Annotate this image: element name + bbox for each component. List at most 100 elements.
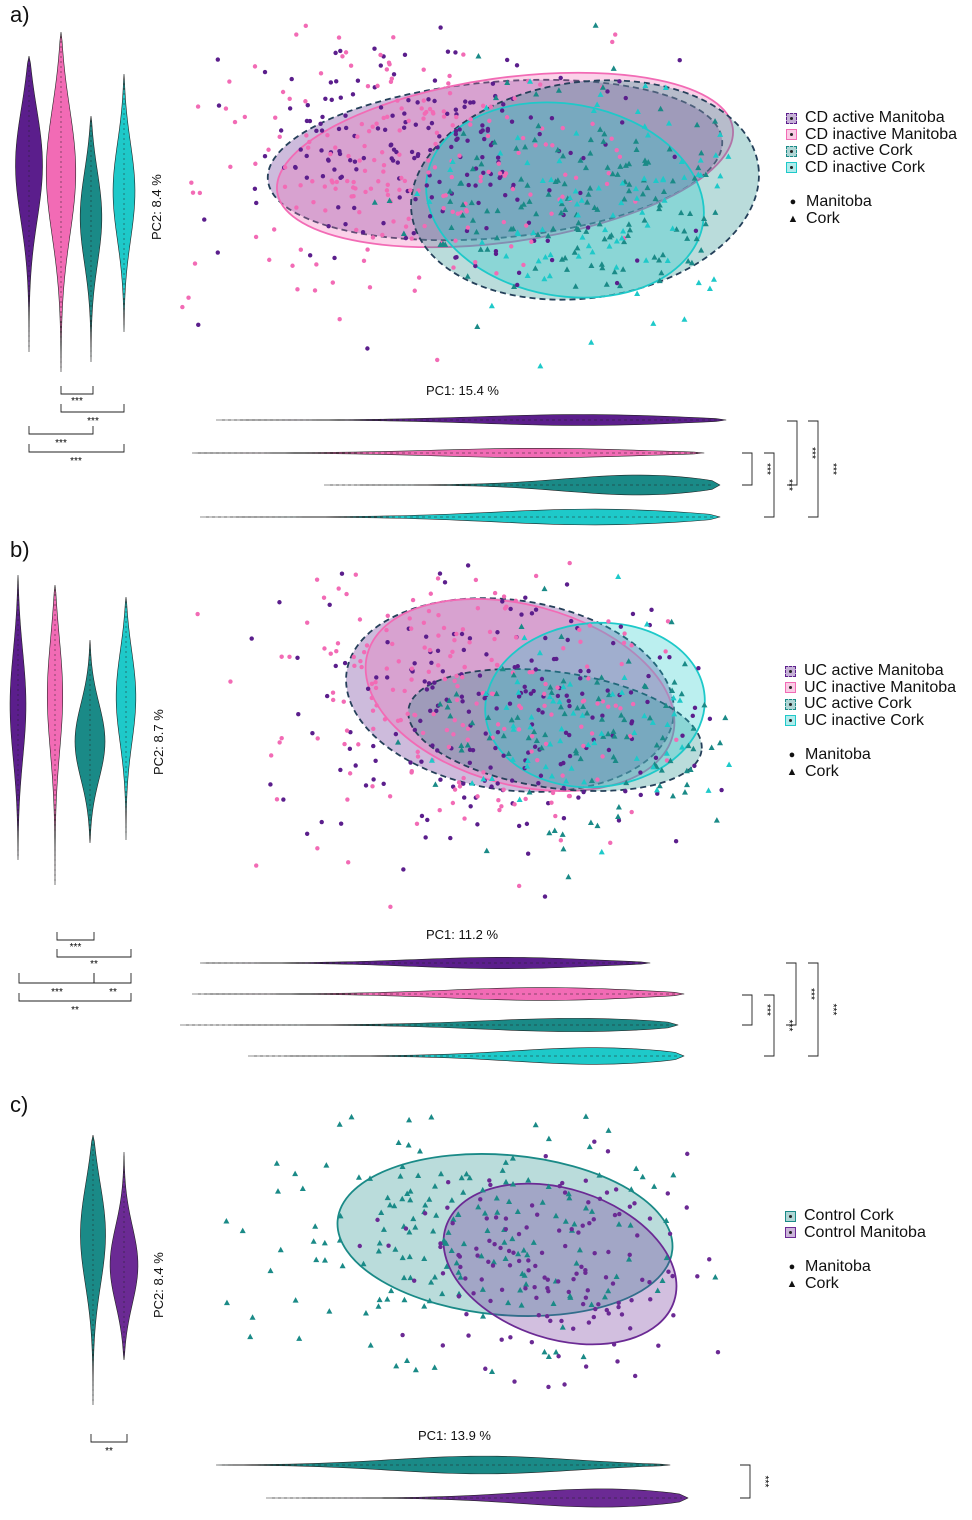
data-point [662, 702, 669, 708]
data-point [594, 206, 601, 212]
shape-legend-label: Manitoba [806, 193, 872, 211]
data-point [693, 228, 699, 233]
data-point [386, 60, 392, 65]
data-point [342, 741, 347, 747]
data-point [436, 633, 441, 638]
data-point [606, 619, 611, 624]
legend-label: UC active Cork [804, 695, 912, 712]
data-point [559, 256, 566, 262]
data-point [348, 158, 353, 163]
data-point [337, 1212, 344, 1219]
data-point [495, 729, 501, 735]
data-point [573, 130, 580, 136]
data-point [320, 114, 325, 120]
data-point [509, 1235, 516, 1242]
data-point [401, 867, 406, 872]
data-point [557, 737, 564, 744]
data-point [717, 131, 724, 137]
data-point [516, 150, 521, 156]
data-point [343, 113, 348, 118]
data-point [304, 831, 310, 836]
data-point [361, 155, 367, 161]
data-point [454, 114, 459, 120]
data-point [253, 161, 258, 166]
data-point [374, 703, 379, 708]
significance-label: *** [51, 987, 63, 998]
data-point [395, 1139, 402, 1146]
data-point [591, 1314, 597, 1320]
data-point [180, 304, 185, 310]
data-point [516, 1258, 522, 1264]
data-point [666, 146, 673, 152]
data-point [455, 1211, 462, 1217]
data-point [610, 1281, 616, 1286]
data-point [584, 664, 590, 669]
data-point [459, 201, 466, 208]
data-point [605, 730, 612, 737]
data-point [516, 1231, 522, 1237]
scatter-plot [180, 22, 760, 369]
data-point [522, 684, 527, 690]
data-point [359, 121, 365, 127]
data-point [661, 197, 668, 203]
data-point [518, 623, 525, 630]
data-point [453, 1259, 460, 1266]
data-point [614, 280, 620, 286]
data-point [432, 680, 437, 685]
data-point [592, 1139, 597, 1144]
data-point [429, 195, 435, 200]
data-point [367, 1342, 374, 1348]
data-point [618, 712, 625, 718]
data-point [485, 128, 490, 133]
data-point [566, 698, 572, 704]
data-point [323, 1162, 330, 1168]
data-point [596, 1172, 603, 1178]
data-point [698, 247, 705, 253]
data-point [202, 217, 207, 222]
data-point [536, 780, 541, 786]
data-point [475, 794, 480, 799]
data-point [424, 183, 429, 188]
data-point [450, 209, 455, 215]
data-point [390, 113, 395, 118]
data-point [471, 1291, 476, 1296]
data-point [505, 1299, 512, 1306]
data-point [448, 1197, 455, 1203]
data-point [652, 177, 659, 183]
data-point [387, 794, 393, 799]
data-point [321, 1239, 328, 1246]
data-point [581, 698, 587, 703]
significance-bracket [93, 973, 132, 984]
triangle-icon: ▲ [786, 1278, 798, 1291]
pc1-axis-label: PC1: 13.9 % [418, 1428, 491, 1443]
data-point [381, 220, 386, 226]
data-point [509, 1155, 516, 1161]
data-point [644, 131, 651, 138]
data-point [593, 1306, 598, 1312]
data-point [614, 148, 619, 153]
data-point [581, 743, 586, 749]
significance-bracket [742, 994, 753, 1026]
data-point [648, 1297, 653, 1302]
data-point [446, 744, 452, 750]
data-point [545, 1135, 552, 1142]
data-point [458, 746, 465, 753]
data-point [657, 655, 663, 660]
shape-legend-entry: ● Manitoba [785, 1259, 926, 1276]
data-point [605, 89, 610, 94]
data-point [334, 648, 339, 654]
data-point [508, 1335, 513, 1340]
legend-entry: UC inactive Manitoba [785, 679, 956, 697]
data-point [656, 782, 663, 789]
data-point [541, 275, 548, 282]
data-point [480, 103, 486, 109]
data-point [490, 81, 496, 86]
data-point [501, 753, 506, 758]
data-point [386, 197, 393, 204]
data-point [539, 1250, 545, 1256]
data-point [438, 25, 443, 30]
legend-label: Control Manitoba [804, 1223, 926, 1241]
data-point [216, 103, 222, 108]
data-point [449, 158, 456, 164]
data-point [543, 1153, 548, 1159]
